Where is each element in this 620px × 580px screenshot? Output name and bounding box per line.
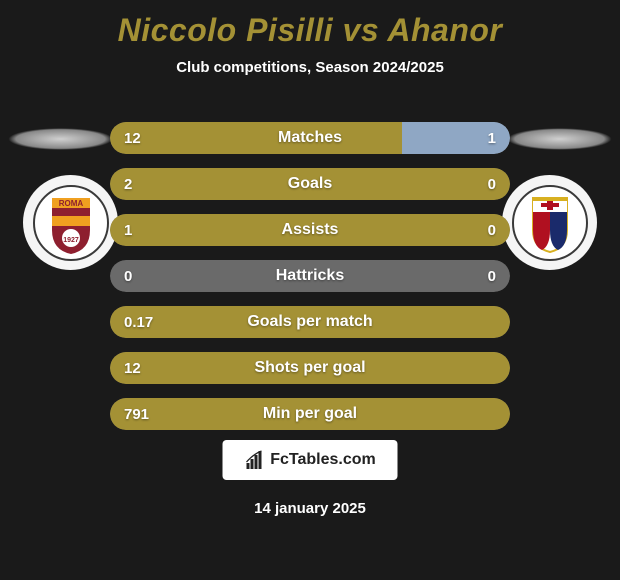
watermark-text: FcTables.com	[270, 451, 376, 469]
stat-label: Matches	[110, 122, 510, 154]
stat-label: Assists	[110, 214, 510, 246]
stat-bar: Matches12 1	[110, 122, 510, 154]
stat-value-left: 12	[124, 352, 141, 384]
stat-value-left: 791	[124, 398, 149, 430]
stat-label: Goals	[110, 168, 510, 200]
stat-label: Hattricks	[110, 260, 510, 292]
genoa-crest-icon	[511, 184, 589, 262]
stat-bar: Min per goal791	[110, 398, 510, 430]
team-badge-right	[502, 175, 597, 270]
player-shadow-right	[507, 128, 612, 150]
date-label: 14 january 2025	[0, 500, 620, 517]
stat-value-right: 0	[488, 168, 496, 200]
stat-bar: Assists1 0	[110, 214, 510, 246]
stat-bar: Shots per goal12	[110, 352, 510, 384]
stat-label: Min per goal	[110, 398, 510, 430]
stats-bars: Matches121Goals20Assists10Hattricks00Goa…	[110, 122, 510, 444]
stat-value-left: 0.17	[124, 306, 153, 338]
player-shadow-left	[8, 128, 113, 150]
stat-value-left: 12	[124, 122, 141, 154]
stat-label: Goals per match	[110, 306, 510, 338]
fctables-logo-icon	[244, 449, 266, 471]
stat-bar: Goals per match0.17	[110, 306, 510, 338]
stat-bar: Hattricks0 0	[110, 260, 510, 292]
stat-value-right: 1	[488, 122, 496, 154]
stat-value-left: 1	[124, 214, 132, 246]
stat-value-right: 0	[488, 260, 496, 292]
stat-value-left: 0	[124, 260, 132, 292]
svg-text:ROMA: ROMA	[58, 199, 83, 208]
page-title: Niccolo Pisilli vs Ahanor	[0, 0, 620, 49]
stat-value-left: 2	[124, 168, 132, 200]
subtitle: Club competitions, Season 2024/2025	[0, 59, 620, 76]
roma-crest-icon: 1927 ROMA	[32, 184, 110, 262]
watermark: FcTables.com	[223, 440, 398, 480]
stat-label: Shots per goal	[110, 352, 510, 384]
stat-value-right: 0	[488, 214, 496, 246]
svg-text:1927: 1927	[63, 237, 79, 244]
stat-bar: Goals2 0	[110, 168, 510, 200]
team-badge-left: 1927 ROMA	[23, 175, 118, 270]
